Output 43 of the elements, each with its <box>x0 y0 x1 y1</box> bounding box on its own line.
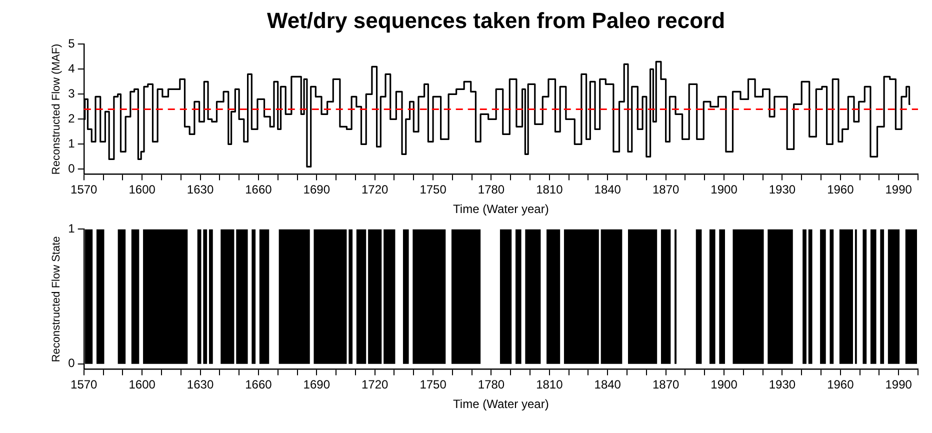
x-tick-label: 1660 <box>245 378 272 392</box>
x-tick-label: 1600 <box>128 378 156 392</box>
y-tick-label: 1 <box>68 136 76 151</box>
x-tick-label: 1750 <box>420 182 447 197</box>
x-tick-label: 1810 <box>536 182 564 197</box>
x-tick-label: 1930 <box>768 378 796 392</box>
x-tick-label: 1990 <box>885 182 912 197</box>
x-axis-title: Time (Water year) <box>453 202 549 216</box>
x-tick-label: 1720 <box>361 378 389 392</box>
x-tick-label: 1690 <box>303 378 330 392</box>
x-tick-label: 1780 <box>478 378 505 392</box>
x-tick-label: 1750 <box>420 378 447 392</box>
x-tick-label: 1810 <box>536 378 564 392</box>
y-tick-label: 4 <box>68 62 76 76</box>
y-tick-label: 0 <box>68 356 76 370</box>
y-tick-label: 2 <box>68 112 76 126</box>
chart-title: Wet/dry sequences taken from Paleo record <box>266 8 726 34</box>
x-tick-label: 1780 <box>478 182 505 197</box>
x-tick-label: 1720 <box>361 182 389 197</box>
x-axis-title: Time (Water year) <box>453 397 549 412</box>
x-tick-label: 1870 <box>652 182 680 197</box>
x-tick-label: 1960 <box>827 182 854 197</box>
x-tick-label: 1600 <box>128 182 156 197</box>
x-tick-label: 1840 <box>594 378 622 392</box>
x-tick-label: 1840 <box>594 182 622 197</box>
x-tick-label: 1630 <box>186 182 214 197</box>
x-tick-label: 1660 <box>245 182 272 197</box>
x-tick-label: 1990 <box>885 378 912 392</box>
y-tick-label: 0 <box>68 162 76 176</box>
x-tick-label: 1570 <box>70 182 98 197</box>
x-tick-label: 1900 <box>710 378 738 392</box>
x-tick-label: 1960 <box>827 378 854 392</box>
y-tick-label: 1 <box>68 222 76 236</box>
y-tick-label: 3 <box>68 86 76 101</box>
y-axis-title: Reconstructed Flow State <box>50 236 63 362</box>
x-tick-label: 1900 <box>710 182 738 197</box>
x-tick-label: 1570 <box>70 378 98 392</box>
x-tick-label: 1870 <box>652 378 680 392</box>
y-tick-label: 5 <box>68 36 76 51</box>
x-tick-label: 1930 <box>768 182 796 197</box>
y-axis-title: Reconstructed Flow (MAF) <box>50 44 63 175</box>
x-tick-label: 1630 <box>186 378 214 392</box>
x-tick-label: 1690 <box>303 182 330 197</box>
